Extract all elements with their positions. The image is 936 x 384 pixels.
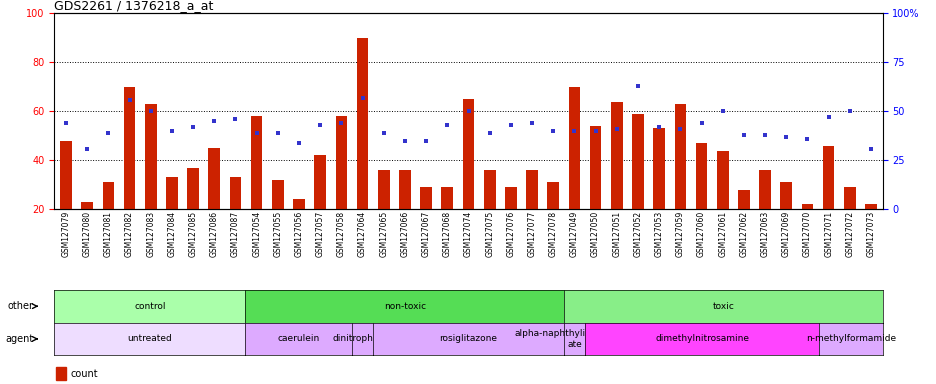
Bar [271, 180, 284, 209]
Bar [505, 187, 516, 209]
Bar [229, 177, 241, 209]
Point [227, 116, 242, 122]
Point [291, 140, 306, 146]
Point [651, 124, 665, 130]
Point [461, 108, 475, 114]
Point [799, 136, 814, 142]
Point [545, 128, 560, 134]
Bar [377, 170, 389, 209]
Text: agent: agent [6, 334, 34, 344]
Text: control: control [134, 302, 166, 311]
Text: other: other [7, 301, 34, 311]
Bar [251, 116, 262, 209]
Bar [864, 204, 876, 209]
Bar [483, 170, 495, 209]
Bar [526, 170, 537, 209]
Point [249, 130, 264, 136]
Bar [399, 170, 410, 209]
Bar [843, 187, 855, 209]
Point [313, 122, 328, 128]
Bar [60, 141, 72, 209]
Point [820, 114, 835, 120]
Point [58, 120, 73, 126]
Text: caerulein: caerulein [277, 334, 319, 343]
Bar [738, 190, 749, 209]
Point [694, 120, 709, 126]
Point [482, 130, 497, 136]
Bar [462, 99, 474, 209]
Bar [652, 129, 665, 209]
Point [841, 108, 856, 114]
Text: count: count [71, 369, 98, 379]
Point [714, 108, 729, 114]
Bar [208, 148, 220, 209]
Bar [357, 38, 368, 209]
Point [164, 128, 179, 134]
Bar [568, 87, 579, 209]
Point [80, 146, 95, 152]
Bar [335, 116, 347, 209]
Point [122, 96, 137, 103]
Point [672, 126, 687, 132]
Point [736, 132, 751, 138]
Bar [758, 170, 770, 209]
Point [757, 132, 772, 138]
Point [397, 138, 412, 144]
Point [143, 108, 158, 114]
Bar [780, 182, 791, 209]
Point [566, 128, 581, 134]
Text: dimethylnitrosamine: dimethylnitrosamine [654, 334, 748, 343]
Point [503, 122, 518, 128]
Point [355, 94, 370, 101]
Text: toxic: toxic [711, 302, 734, 311]
Point [588, 128, 603, 134]
Bar [420, 187, 431, 209]
Point [630, 83, 645, 89]
Bar [589, 126, 601, 209]
Text: dinitrophenol: dinitrophenol [331, 334, 392, 343]
Point [271, 130, 285, 136]
Text: n-methylformamide: n-methylformamide [805, 334, 895, 343]
Bar [314, 156, 326, 209]
Bar [293, 200, 304, 209]
Bar [102, 182, 114, 209]
Text: alpha-naphthylisothiocyan
ate: alpha-naphthylisothiocyan ate [514, 329, 635, 349]
Bar [441, 187, 453, 209]
Bar [187, 168, 198, 209]
Bar [695, 143, 707, 209]
Bar [632, 114, 643, 209]
Point [608, 126, 623, 132]
Text: GDS2261 / 1376218_a_at: GDS2261 / 1376218_a_at [54, 0, 213, 13]
Point [101, 130, 116, 136]
Text: non-toxic: non-toxic [384, 302, 425, 311]
Point [524, 120, 539, 126]
Bar [716, 151, 728, 209]
Point [333, 120, 348, 126]
Bar [81, 202, 93, 209]
Point [376, 130, 391, 136]
Bar [610, 101, 622, 209]
Bar [822, 146, 834, 209]
Bar [547, 182, 559, 209]
Text: rosiglitazone: rosiglitazone [439, 334, 497, 343]
Point [778, 134, 793, 140]
Bar [124, 87, 135, 209]
Point [418, 138, 433, 144]
Bar [674, 104, 685, 209]
Point [439, 122, 454, 128]
Bar [145, 104, 156, 209]
Point [207, 118, 222, 124]
Point [863, 146, 878, 152]
Bar [166, 177, 178, 209]
Bar [801, 204, 812, 209]
Text: untreated: untreated [127, 334, 172, 343]
Point [185, 124, 200, 130]
Bar [56, 367, 66, 380]
